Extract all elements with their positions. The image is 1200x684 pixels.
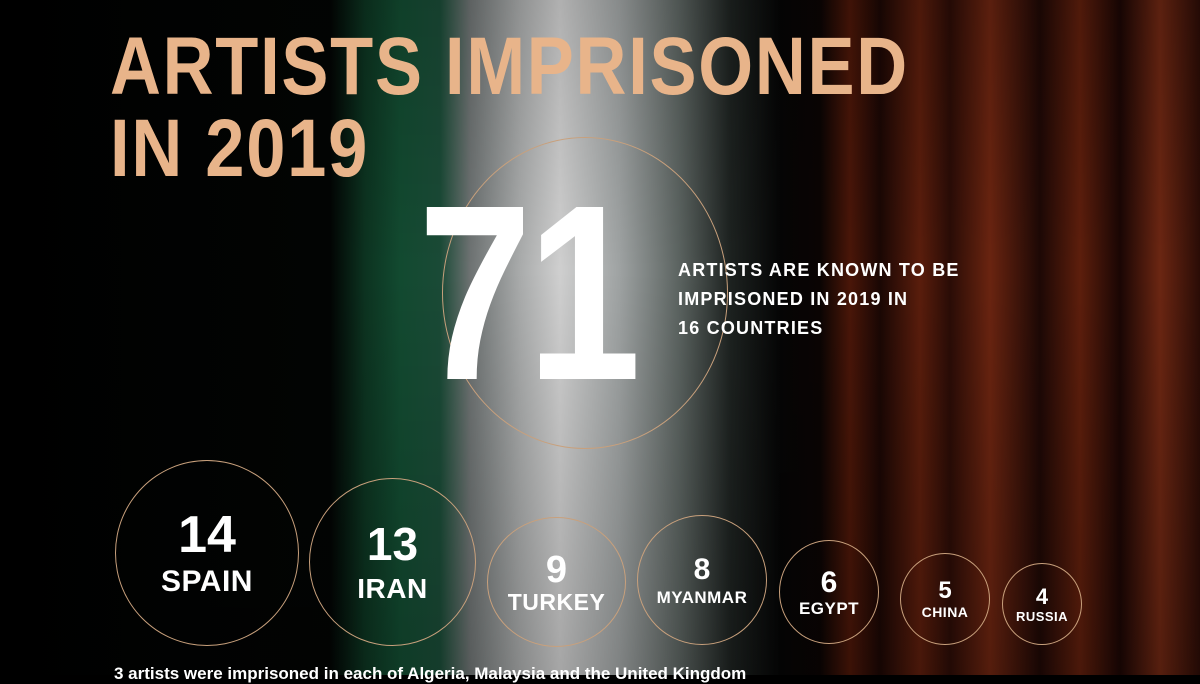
description-line: IMPRISONED IN 2019 IN [678, 289, 909, 309]
country-bubble-china: 5 CHINA [900, 553, 990, 645]
country-bubble-iran: 13 IRAN [309, 478, 476, 646]
country-count: 4 [1035, 583, 1049, 609]
country-count: 9 [545, 548, 568, 591]
total-ring [442, 137, 728, 449]
country-bubble-spain: 14 SPAIN [115, 460, 299, 646]
title-line-1: ARTISTS IMPRISONED [110, 21, 909, 112]
footnote: 3 artists were imprisoned in each of Alg… [114, 664, 747, 683]
country-name: TURKEY [507, 588, 606, 615]
country-name: RUSSIA [1015, 608, 1069, 624]
country-bubble-egypt: 6 EGYPT [779, 540, 879, 644]
country-count: 6 [820, 565, 838, 599]
country-count: 5 [938, 577, 952, 604]
country-bubble-russia: 4 RUSSIA [1002, 563, 1082, 645]
country-count: 8 [693, 552, 711, 586]
country-name: CHINA [921, 604, 969, 620]
description-line: ARTISTS ARE KNOWN TO BE [678, 260, 960, 280]
page-title: ARTISTS IMPRISONED IN 2019 [110, 26, 909, 190]
total-description: ARTISTS ARE KNOWN TO BE IMPRISONED IN 20… [678, 256, 960, 343]
description-line: 16 COUNTRIES [678, 318, 824, 338]
title-line-2: IN 2019 [110, 103, 370, 194]
total-count: 71 [418, 153, 641, 432]
country-name: MYANMAR [656, 587, 748, 607]
country-count: 13 [366, 518, 419, 570]
country-name: IRAN [357, 573, 428, 604]
country-bubble-turkey: 9 TURKEY [487, 517, 626, 647]
country-count: 14 [178, 506, 236, 564]
country-bubble-myanmar: 8 MYANMAR [637, 515, 767, 645]
country-name: EGYPT [798, 598, 860, 618]
country-name: SPAIN [161, 565, 253, 598]
